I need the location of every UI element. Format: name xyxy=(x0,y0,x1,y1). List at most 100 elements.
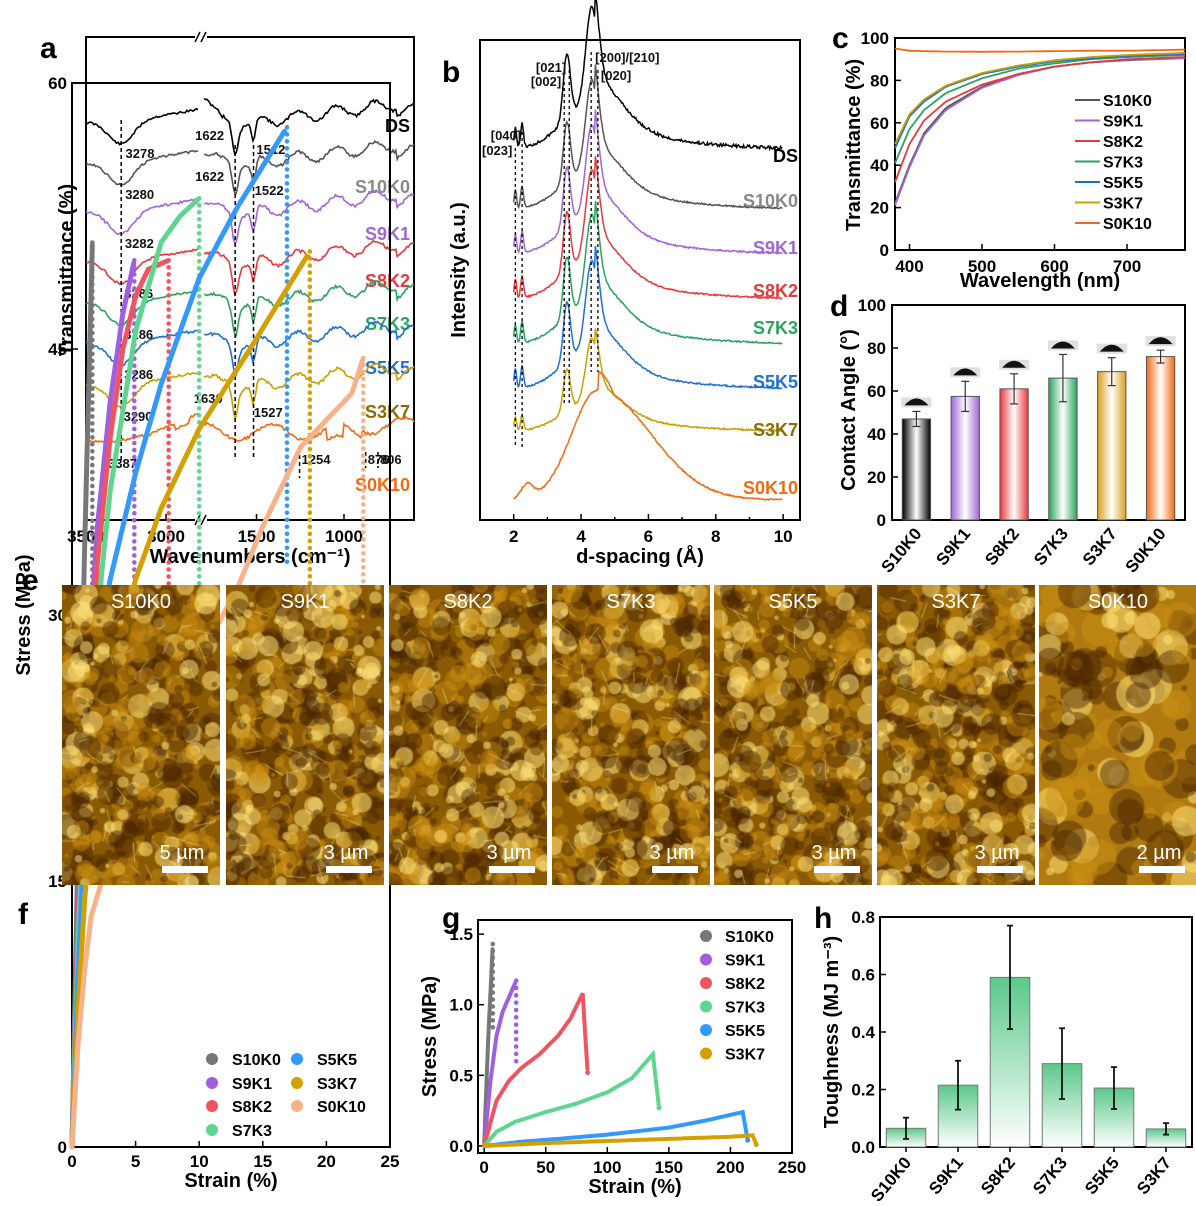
fracture-point xyxy=(307,340,313,346)
fracture-point xyxy=(284,223,290,228)
fracture-point xyxy=(307,468,313,473)
transmittance-line-s8k2 xyxy=(894,56,1186,183)
fracture-point xyxy=(513,1044,519,1049)
fracture-point xyxy=(284,552,290,558)
fracture-point xyxy=(307,277,313,283)
ftir-curve-s7k3-right xyxy=(203,279,415,338)
x-tick-label: S7K3 xyxy=(1030,524,1072,569)
fracture-point xyxy=(513,1051,519,1057)
fracture-point xyxy=(196,489,202,495)
water-droplet-icon xyxy=(1148,337,1173,345)
fracture-point xyxy=(360,474,366,479)
ftir-curve-s9k1-right xyxy=(203,189,415,245)
fracture-point xyxy=(90,288,95,294)
fracture-point xyxy=(166,405,171,411)
afm-sample-label: S10K0 xyxy=(110,591,172,613)
stress-curve-s9k1 xyxy=(482,979,518,1148)
fracture-point xyxy=(196,335,202,341)
fracture-point xyxy=(284,538,290,544)
fracture-point xyxy=(284,321,290,326)
fracture-point xyxy=(360,488,366,493)
fracture-point xyxy=(90,518,95,524)
fracture-point xyxy=(307,326,313,332)
stress-curve-s8k2 xyxy=(482,992,590,1148)
fracture-point xyxy=(513,985,519,991)
fracture-point xyxy=(284,209,290,214)
x-tick-label: 2 xyxy=(509,527,518,546)
ftir-plot-frame xyxy=(85,36,415,521)
series-label-s5k5: S5K5 xyxy=(753,372,798,392)
fracture-point xyxy=(360,467,366,472)
fracture-point xyxy=(585,1070,590,1075)
fracture-point xyxy=(90,469,95,475)
fracture-point xyxy=(90,497,95,503)
y-tick-label: 40 xyxy=(870,156,889,175)
fracture-point xyxy=(196,482,202,488)
fracture-point xyxy=(196,356,202,362)
series-label-s3k7: S3K7 xyxy=(753,420,798,440)
fracture-point xyxy=(284,160,290,165)
fracture-point xyxy=(490,948,496,954)
fracture-point xyxy=(196,321,202,327)
fracture-point xyxy=(90,435,95,440)
legend-marker xyxy=(206,1053,218,1065)
fracture-point xyxy=(196,223,202,229)
y-axis-label: Stress (MPa) xyxy=(13,554,35,675)
fracture-point xyxy=(307,369,313,374)
y-tick-label: 0.0 xyxy=(851,1138,875,1157)
fracture-point xyxy=(90,393,95,398)
miller-index-label: [002] xyxy=(531,74,561,89)
scale-bar xyxy=(1139,866,1185,873)
fracture-point xyxy=(132,496,137,502)
series-label-s7k3: S7K3 xyxy=(365,314,410,334)
afm-sample-label: S3K7 xyxy=(931,591,981,613)
fracture-point xyxy=(166,286,171,291)
peak-label: 1622 xyxy=(195,169,224,184)
fracture-point xyxy=(196,230,202,236)
fracture-point xyxy=(284,384,290,389)
afm-height-map xyxy=(552,585,710,885)
transmittance-line-s7k3 xyxy=(894,54,1186,164)
fracture-point xyxy=(132,433,137,439)
fracture-point xyxy=(90,539,95,544)
fracture-point xyxy=(490,1025,496,1030)
fracture-point xyxy=(284,503,290,509)
fracture-point xyxy=(166,433,171,439)
xrd-chart: 2 4 6 8 10 d-spacing (Å) Intensity (a.u.) DS S10… xyxy=(448,0,801,568)
fracture-point xyxy=(90,490,95,496)
fracture-point xyxy=(132,391,137,397)
y-tick-label: 0.4 xyxy=(851,1023,875,1042)
fracture-point xyxy=(132,272,137,277)
miller-index-label: [020] xyxy=(601,68,631,83)
fracture-point xyxy=(360,564,366,570)
x-tick-label: 250 xyxy=(778,1158,806,1177)
peak-label: 3286 xyxy=(124,327,153,342)
afm-image-s10k0: S10K0 5 µm xyxy=(62,585,220,885)
fracture-point xyxy=(166,307,171,312)
fracture-point xyxy=(166,398,171,404)
fracture-point xyxy=(284,307,290,312)
fracture-point xyxy=(132,440,137,446)
x-tick-label: S9K1 xyxy=(925,1153,967,1198)
fracture-point xyxy=(132,560,137,565)
legend-label: S9K1 xyxy=(725,953,765,970)
fracture-point xyxy=(307,545,313,551)
fracture-point xyxy=(90,455,95,461)
fracture-point xyxy=(196,384,202,390)
fracture-point xyxy=(513,1036,519,1042)
fracture-point xyxy=(132,567,137,572)
fracture-point xyxy=(307,552,313,558)
fracture-point xyxy=(284,146,290,151)
fracture-point xyxy=(307,263,313,268)
fracture-point xyxy=(196,461,202,467)
fracture-point xyxy=(307,390,313,395)
fracture-point xyxy=(132,398,137,404)
fracture-point xyxy=(360,369,366,375)
fracture-point xyxy=(196,202,202,208)
fracture-point xyxy=(307,256,313,261)
fracture-point xyxy=(132,363,137,369)
transmittance-line-s5k5 xyxy=(894,53,1186,149)
ftir-curve-s8k2-left xyxy=(85,248,199,286)
fracture-point xyxy=(513,1007,519,1013)
